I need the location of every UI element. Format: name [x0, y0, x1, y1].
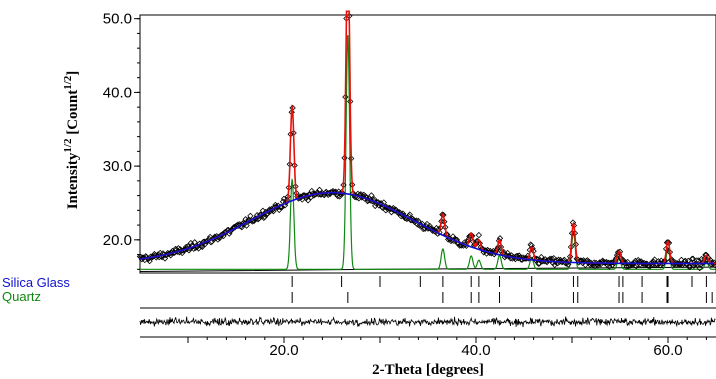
- observed-point: [399, 210, 407, 217]
- observed-point: [243, 222, 250, 229]
- background-line-path: [139, 266, 716, 272]
- observed-point: [314, 189, 321, 196]
- observed-point: [525, 255, 532, 262]
- observed-point: [672, 259, 679, 266]
- y-axis-title-main: Intensity: [65, 152, 81, 209]
- observed-point: [140, 254, 147, 261]
- observed-point: [493, 246, 501, 253]
- x-tick-label: 60.0: [653, 342, 682, 359]
- observed-point: [660, 260, 667, 267]
- observed-point: [437, 224, 444, 231]
- observed-point: [494, 244, 502, 251]
- silica-glass-profile: [139, 191, 715, 265]
- observed-point: [688, 255, 696, 263]
- y-tick-label: 30.0: [103, 158, 132, 175]
- x-tick-label: 40.0: [461, 342, 490, 359]
- observed-point: [606, 263, 613, 270]
- observed-point: [308, 187, 315, 195]
- observed-point: [590, 259, 598, 266]
- y-tick-label: 20.0: [103, 232, 132, 249]
- observed-point: [191, 239, 198, 246]
- y-axis-title-sup1: 1/2: [62, 138, 74, 153]
- silica-glass-profile-path: [139, 191, 715, 265]
- x-axis-title: 2-Theta [degrees]: [372, 362, 484, 378]
- x-tick-label: 20.0: [269, 342, 298, 359]
- observed-point: [304, 197, 312, 204]
- observed-point: [413, 217, 420, 224]
- y-axis-title-unit: [Count: [65, 90, 81, 139]
- observed-point: [520, 255, 528, 262]
- background-line: [139, 266, 716, 272]
- observed-point: [603, 258, 610, 266]
- observed-point: [581, 258, 588, 265]
- difference-curve-path: [139, 316, 716, 328]
- x-axis: 20.0 40.0 60.0: [187, 337, 707, 359]
- phase-reflection-ticks: [291, 276, 713, 303]
- difference-curve: [139, 316, 716, 328]
- observed-point: [648, 259, 655, 266]
- observed-point: [161, 255, 169, 262]
- observed-point: [152, 252, 159, 259]
- observed-points: [136, 12, 716, 272]
- observed-point: [565, 261, 572, 268]
- observed-point: [332, 188, 339, 195]
- observed-point: [368, 192, 375, 199]
- observed-point: [419, 220, 426, 228]
- observed-point: [651, 256, 658, 263]
- observed-point: [636, 258, 643, 265]
- phase-label-silica-glass: Silica Glass: [2, 275, 70, 290]
- y-tick-label: 50.0: [103, 11, 132, 28]
- observed-point: [700, 259, 707, 266]
- observed-point: [565, 257, 573, 264]
- y-axis-title: Intensity1/2 [Count1/2]: [62, 71, 81, 210]
- observed-point: [406, 211, 413, 218]
- y-axis-title-close: ]: [65, 71, 81, 76]
- observed-point: [155, 251, 162, 258]
- observed-point: [497, 243, 505, 251]
- observed-point: [233, 222, 241, 230]
- observed-point: [711, 261, 716, 269]
- observed-point: [696, 264, 703, 272]
- y-axis-title-sup2: 1/2: [62, 75, 74, 90]
- main-plot-frame: [139, 14, 716, 274]
- observed-point: [475, 231, 483, 239]
- observed-point: [199, 243, 206, 250]
- observed-point: [436, 229, 443, 236]
- phase-label-quartz: Quartz: [2, 289, 41, 304]
- y-axis: 20.0 30.0 40.0 50.0: [103, 11, 140, 270]
- observed-point: [689, 255, 697, 262]
- observed-point: [330, 189, 338, 196]
- y-tick-label: 40.0: [103, 84, 132, 101]
